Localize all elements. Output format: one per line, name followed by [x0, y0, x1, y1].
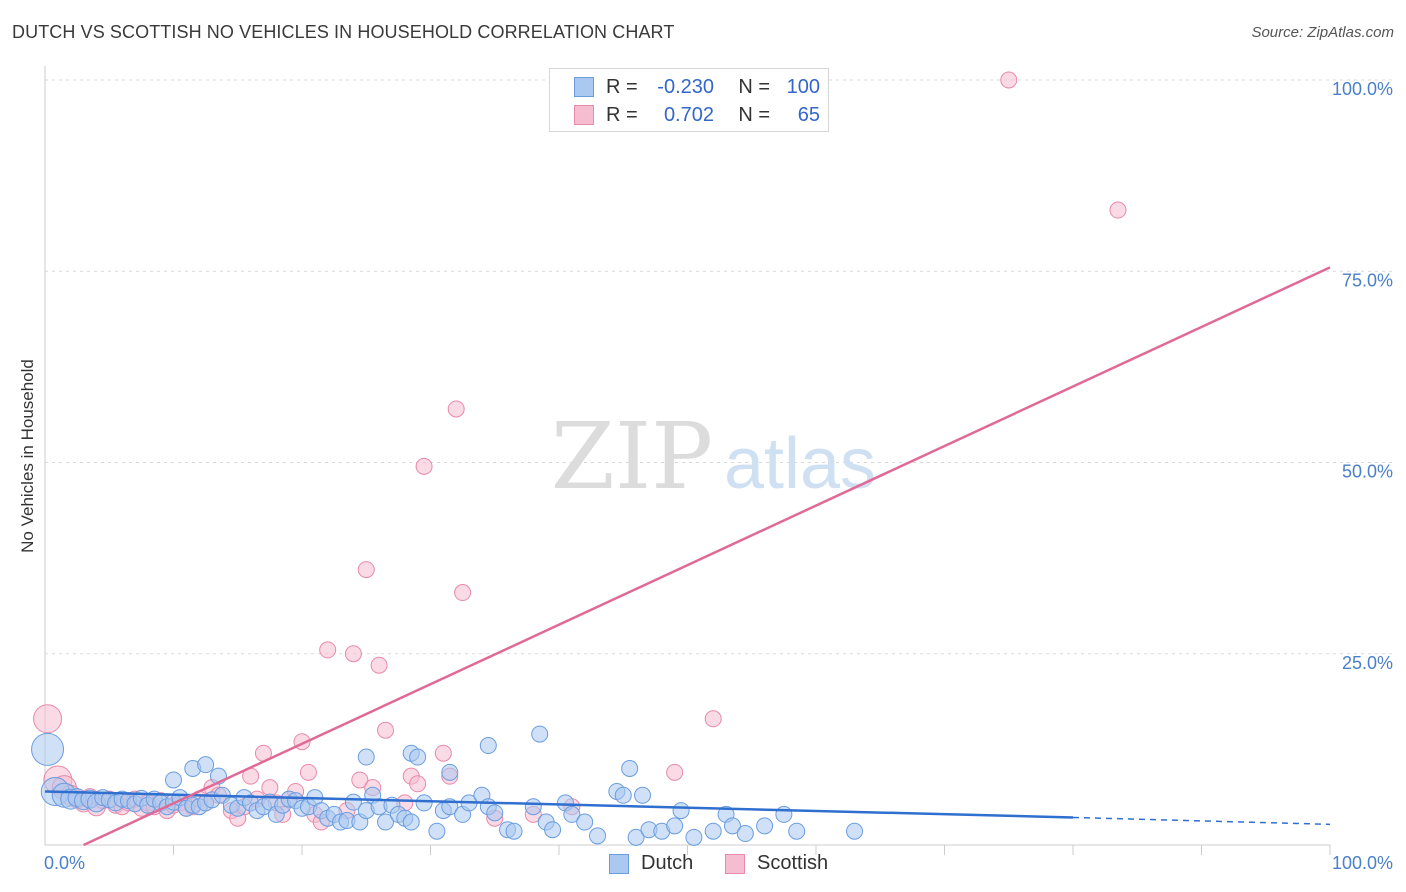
scottish-point — [704, 710, 722, 728]
legend-n-value: 65 — [797, 103, 820, 126]
y-tick-label: 100.0% — [1332, 79, 1393, 99]
dutch-point — [524, 798, 542, 816]
scottish-point — [415, 457, 433, 475]
dutch-point — [357, 748, 375, 766]
dutch-point — [165, 771, 182, 789]
dutch-point — [621, 760, 639, 777]
scottish-point — [344, 645, 362, 663]
dutch-point — [402, 813, 420, 831]
trend-lines — [44, 266, 1331, 847]
dutch-point — [479, 737, 497, 755]
dutch-trend-line — [44, 790, 1074, 819]
dutch-point — [576, 813, 594, 831]
y-tick-label: 50.0% — [1342, 462, 1393, 482]
legend-n-value: 100 — [786, 75, 820, 98]
scottish-point — [370, 656, 388, 674]
dutch-point — [589, 827, 607, 845]
x-tick-label: 100.0% — [1332, 853, 1393, 873]
watermark-atlas: atlas — [724, 424, 876, 504]
dutch-point — [428, 822, 446, 840]
dutch-point — [505, 822, 523, 840]
dutch-point — [415, 794, 433, 812]
legend-r-value: -0.230 — [657, 75, 714, 98]
scottish-point — [377, 721, 395, 739]
dutch-point — [486, 804, 504, 822]
x-tick-label: 0.0% — [44, 853, 85, 873]
dutch-point — [409, 748, 427, 766]
dutch-point — [614, 786, 632, 804]
scottish-point — [319, 641, 337, 659]
legend-row-scottish: R = 0.702 N = 65 — [550, 101, 820, 129]
bottom-legend-swatch-dutch — [609, 853, 629, 874]
dutch-point — [756, 817, 774, 835]
scottish-point — [351, 771, 369, 789]
scottish-point — [666, 763, 684, 781]
legend: R = -0.230 N = 100 R = 0.702 N = 65 — [549, 68, 829, 132]
dutch-point — [197, 756, 215, 774]
dutch-point — [377, 813, 395, 831]
legend-swatch-scottish — [574, 105, 594, 125]
legend-r-value: 0.702 — [663, 103, 714, 126]
dutch-point — [685, 828, 703, 846]
tick-labels: 25.0% 50.0% 75.0% 100.0% 0.0% 100.0% — [44, 79, 1393, 873]
scottish-point — [33, 704, 63, 734]
dutch-point — [31, 732, 65, 766]
scottish-point — [357, 561, 375, 579]
bottom-legend-swatch-scottish — [725, 853, 745, 874]
scottish-point — [1109, 201, 1127, 219]
dutch-points — [31, 725, 864, 846]
dutch-point — [666, 817, 684, 835]
scottish-point — [454, 584, 472, 602]
chart-title: DUTCH VS SCOTTISH NO VEHICLES IN HOUSEHO… — [12, 22, 675, 42]
source-label: Source: ZipAtlas.com — [1251, 24, 1394, 41]
gridlines — [45, 79, 1395, 655]
legend-swatch-dutch — [574, 77, 594, 97]
y-tick-label: 25.0% — [1342, 653, 1393, 673]
legend-n-label: N = — [738, 75, 770, 98]
dutch-point — [846, 822, 864, 840]
bottom-legend-label-scottish: Scottish — [757, 852, 829, 874]
scottish-point — [261, 779, 279, 797]
dutch-point — [672, 802, 690, 820]
dutch-point — [704, 822, 722, 840]
dutch-point — [788, 822, 806, 840]
scottish-point — [447, 400, 465, 418]
dutch-point — [723, 817, 741, 835]
scottish-point — [1000, 71, 1018, 89]
dutch-point — [634, 786, 652, 804]
dutch-point — [531, 725, 549, 743]
scottish-point — [434, 744, 452, 762]
dutch-point — [563, 805, 581, 823]
scottish-trend-line — [83, 266, 1331, 847]
bottom-legend: Dutch Scottish — [0, 852, 1406, 878]
bottom-legend-label-dutch: Dutch — [641, 852, 694, 874]
bottom-legend-dutch[interactable]: Dutch — [609, 852, 693, 875]
watermark-zip: ZIP — [551, 403, 713, 510]
legend-r-label: R = — [606, 75, 638, 98]
dutch-point — [627, 828, 645, 846]
legend-r-label: R = — [606, 103, 638, 126]
dutch-point — [544, 821, 562, 839]
dutch-point — [441, 763, 459, 781]
legend-row-dutch: R = -0.230 N = 100 — [550, 73, 820, 101]
scottish-point — [299, 763, 317, 781]
y-tick-label: 75.0% — [1342, 270, 1393, 290]
legend-n-label: N = — [738, 103, 770, 126]
watermark: ZIP atlas — [551, 403, 876, 510]
bottom-legend-scottish[interactable]: Scottish — [725, 852, 828, 875]
dutch-trend-extension — [1072, 816, 1331, 826]
dutch-point — [736, 825, 754, 843]
scottish-point — [409, 775, 427, 793]
